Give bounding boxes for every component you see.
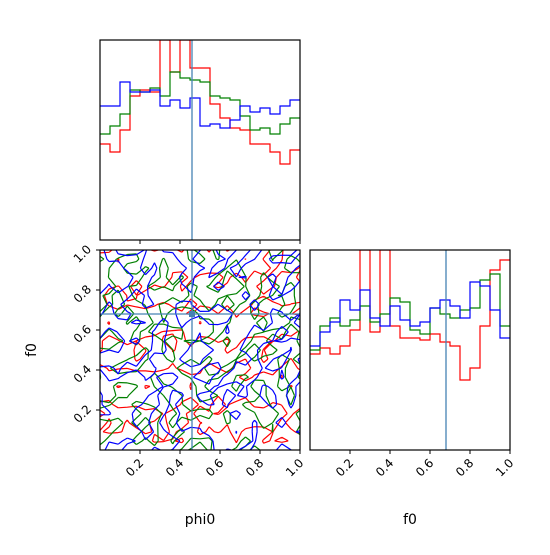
- phi0-f0-contour-panel: 0.2 0.4 0.6 0.8 1.0 0.2 0.4 0.6 0.8 1.0 phi0 f0: [24, 242, 306, 528]
- phi0-marginal-frame: [99, 39, 301, 241]
- f0-hist-blue: [310, 281, 510, 347]
- f0-marginal-xtick-label: 0.4: [373, 456, 396, 479]
- f0-hist-green: [310, 273, 510, 351]
- phi0-hist-green: [100, 71, 300, 135]
- contour-xtick-label: 0.6: [203, 456, 226, 479]
- x-axis-label-f0: f0: [403, 512, 417, 528]
- contour-frame: [99, 249, 301, 451]
- contour-ytick-label: 0.8: [71, 282, 94, 305]
- contour-ytick-label: 0.6: [71, 322, 94, 345]
- contour-lines: [100, 250, 300, 450]
- phi0-marginal-panel: [99, 39, 301, 244]
- f0-marginal-xtick-label: 0.6: [413, 456, 436, 479]
- contour-xtick-label: 1.0: [283, 456, 306, 479]
- contour-xtick-label: 0.2: [123, 456, 146, 479]
- contour-xtick-label: 0.8: [243, 456, 266, 479]
- contour-ytick-label: 0.4: [71, 362, 94, 385]
- f0-hist-red: [310, 250, 510, 381]
- f0-marginal-xtick-label: 0.2: [333, 456, 356, 479]
- contour-ytick-label: 1.0: [71, 242, 94, 265]
- f0-marginal-xtick-label: 0.8: [453, 456, 476, 479]
- phi0-hist-red: [100, 40, 300, 165]
- contour-blue: [100, 250, 300, 450]
- f0-histograms: [310, 250, 510, 381]
- contour-xtick-label: 0.4: [163, 456, 186, 479]
- y-axis-label-f0: f0: [24, 343, 40, 357]
- f0-marginal-xtick-label: 1.0: [493, 456, 516, 479]
- x-axis-label-phi0: phi0: [185, 512, 216, 528]
- phi0-histograms: [100, 40, 300, 165]
- truth-marker: [189, 311, 195, 317]
- contour-ytick-label: 0.2: [71, 402, 94, 425]
- phi0-hist-blue: [100, 81, 300, 129]
- f0-marginal-panel: 0.2 0.4 0.6 0.8 1.0 f0: [309, 249, 516, 528]
- contour-green: [100, 250, 300, 450]
- f0-marginal-frame: [309, 249, 511, 451]
